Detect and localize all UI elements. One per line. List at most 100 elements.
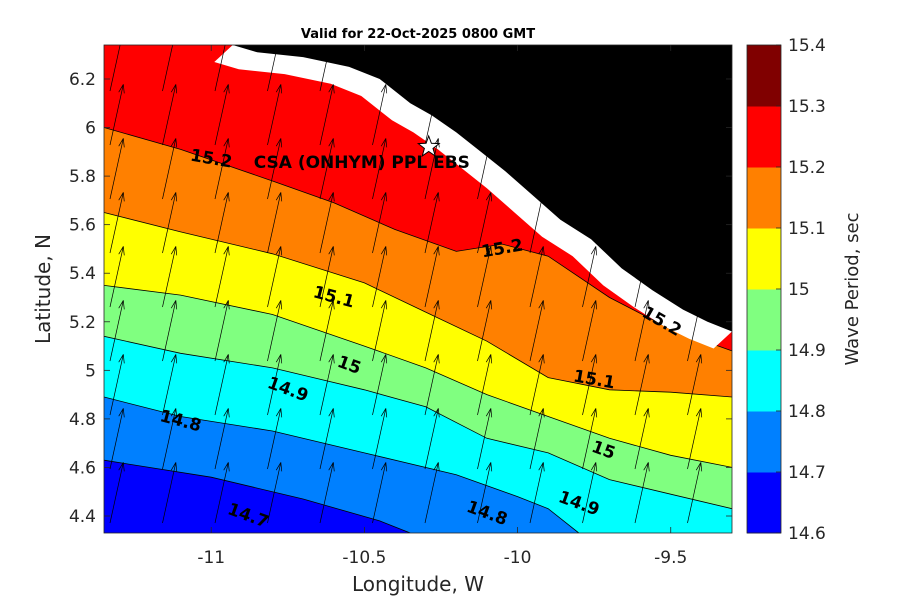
wave-arrow (687, 300, 703, 362)
wave-arrow (477, 300, 493, 362)
colorbar-tick-label: 14.7 (788, 463, 826, 483)
y-tick-label: 5.4 (69, 264, 96, 284)
colorbar-label: Wave Period, sec (842, 212, 863, 365)
y-tick-label: 5 (85, 361, 96, 381)
contour-line-14.9 (104, 335, 732, 510)
chart-title: Valid for 22-Oct-2025 0800 GMT (301, 27, 535, 42)
y-tick-label: 6.2 (69, 70, 96, 90)
wave-arrow (162, 84, 178, 146)
wave-arrow (372, 192, 388, 254)
band-below-14.7 (104, 460, 411, 533)
wave-arrow (214, 462, 230, 524)
x-tick-label: -10 (504, 548, 532, 568)
y-axis-label: Latitude, N (31, 234, 55, 344)
wave-arrow (634, 408, 650, 470)
wave-arrow (267, 354, 283, 416)
wave-arrow (163, 0, 177, 37)
colorbar-segment (747, 289, 781, 351)
colorbar-segment (747, 411, 781, 473)
wave-arrow (267, 192, 283, 254)
colorbar-segment (747, 167, 781, 229)
wave-arrow (424, 84, 440, 146)
colorbar-segment (747, 350, 781, 412)
x-tick-label: -10.5 (342, 548, 386, 568)
wave-direction-arrows (109, 0, 703, 524)
colorbar-tick-label: 14.9 (788, 341, 826, 361)
wave-arrow (319, 138, 335, 200)
y-tick-label: 5.8 (69, 167, 96, 187)
wave-arrow (582, 246, 598, 308)
x-tick-label: -11 (197, 548, 225, 568)
plot-frame (103, 44, 733, 534)
wave-arrow (267, 462, 283, 524)
wave-arrow (162, 300, 178, 362)
wave-arrow (109, 138, 125, 200)
wave-arrow (162, 138, 178, 200)
station-marker: CSA (ONHYM) PPL EBS (254, 134, 470, 173)
wave-arrow (162, 462, 178, 524)
x-axis-ticks: -11 -10.5 -10 -9.5 (197, 45, 687, 568)
x-tick-label: -9.5 (654, 548, 687, 568)
wave-arrow (267, 246, 283, 308)
wave-arrow (477, 354, 493, 416)
land-polygon (232, 45, 732, 332)
wave-arrow (267, 45, 278, 92)
wave-arrow (477, 192, 493, 254)
wave-arrow (162, 354, 178, 416)
colorbar-tick-label: 14.6 (788, 524, 826, 544)
wave-arrow (372, 462, 388, 524)
wave-arrow (109, 408, 125, 470)
colorbar-tick-label: 15.2 (788, 158, 826, 178)
wave-arrow (529, 408, 545, 470)
wave-arrow (372, 300, 388, 362)
wave-arrow (372, 246, 388, 308)
colorbar-segment (747, 45, 781, 107)
wave-arrow (687, 408, 703, 470)
colorbar-tick-label: 15.1 (788, 219, 826, 239)
wave-arrow (109, 300, 125, 362)
colorbar-tick-label: 15.4 (788, 36, 826, 56)
wave-arrow (319, 408, 335, 470)
y-tick-label: 4.4 (69, 507, 96, 527)
wave-arrow (214, 354, 230, 416)
colorbar-segment (747, 228, 781, 290)
wave-arrow (582, 354, 598, 416)
wave-arrow (214, 246, 230, 308)
wave-arrow (110, 0, 124, 37)
colorbar-tick-label: 15 (788, 280, 810, 300)
wave-arrow (687, 354, 703, 416)
wave-arrow (582, 408, 598, 470)
wave-arrow (424, 192, 440, 254)
y-tick-label: 4.8 (69, 410, 96, 430)
contour-line-14.8 (104, 396, 580, 533)
wave-arrow (424, 462, 440, 524)
wave-arrow (529, 300, 545, 362)
wave-arrow (529, 354, 545, 416)
wave-arrow (372, 84, 388, 146)
wave-arrow (634, 300, 650, 362)
y-tick-label: 5.6 (69, 216, 96, 236)
wave-arrow (477, 408, 493, 470)
colorbar-segment (747, 472, 781, 534)
wave-arrow (319, 300, 335, 362)
y-tick-label: 5.2 (69, 313, 96, 333)
wave-arrow (162, 192, 178, 254)
wave-arrow (109, 462, 125, 524)
x-axis-label: Longitude, W (352, 572, 484, 596)
wave-arrow (215, 0, 229, 37)
wave-arrow (477, 246, 493, 308)
wave-arrow (477, 462, 493, 524)
wave-arrow (162, 246, 178, 308)
wave-arrow (214, 408, 230, 470)
wave-arrow (529, 462, 545, 524)
land-mass (214, 45, 732, 349)
wave-arrow (214, 138, 230, 200)
wave-arrow (529, 246, 545, 308)
wave-arrow (477, 138, 493, 200)
wave-arrow (162, 408, 178, 470)
wave-arrow (372, 138, 388, 200)
wave-arrow (582, 462, 598, 524)
wave-arrow (424, 300, 440, 362)
contour-line-15.2 (104, 127, 732, 352)
